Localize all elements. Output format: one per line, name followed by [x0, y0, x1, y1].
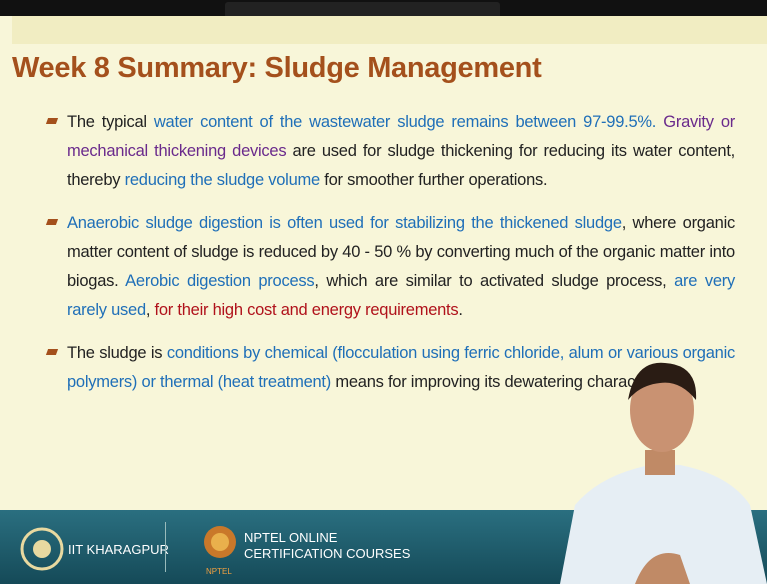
- bullet-text: for smoother further operations.: [320, 171, 547, 189]
- title-strip: [12, 16, 767, 44]
- nptel-logo: [202, 522, 238, 566]
- bullet-text: reducing the sludge volume: [125, 171, 320, 189]
- divider: [165, 522, 166, 572]
- slide-title: Week 8 Summary: Sludge Management: [12, 52, 541, 85]
- institute-name: IIT KHARAGPUR: [68, 542, 169, 557]
- bullet: The typical water content of the wastewa…: [45, 108, 735, 195]
- nptel-line-1: NPTEL ONLINE: [244, 530, 337, 545]
- bullet-text: Anaerobic sludge digestion is often used…: [67, 214, 622, 232]
- bullet-text: , which are similar to activated sludge …: [314, 272, 674, 290]
- presenter: [540, 355, 767, 584]
- nptel-logo-text: NPTEL: [206, 567, 232, 576]
- nptel-line-2: CERTIFICATION COURSES: [244, 546, 410, 561]
- bullet-text: water content of the wastewater sludge r…: [154, 113, 656, 131]
- bullet-text: Aerobic digestion process: [125, 272, 314, 290]
- slide: Week 8 Summary: Sludge Management The ty…: [0, 0, 767, 584]
- bullet-text: ,: [146, 301, 155, 319]
- bullet-text: for their high cost and energy requireme…: [155, 301, 459, 319]
- bullet-text: The typical: [67, 113, 154, 131]
- bullet-text: .: [458, 301, 462, 319]
- bullet: Anaerobic sludge digestion is often used…: [45, 209, 735, 325]
- iit-logo: [20, 524, 64, 574]
- bullet-text: The sludge is: [67, 344, 167, 362]
